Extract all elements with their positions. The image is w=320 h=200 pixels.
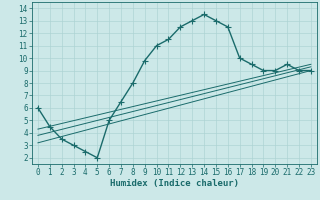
X-axis label: Humidex (Indice chaleur): Humidex (Indice chaleur) [110, 179, 239, 188]
